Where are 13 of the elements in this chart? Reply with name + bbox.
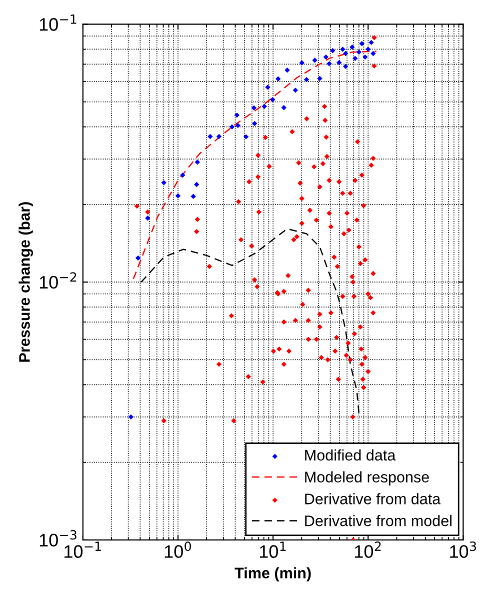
- legend-label: Derivative from model: [305, 515, 452, 526]
- y-tick-label: 10$^{−1}$: [40, 14, 76, 31]
- y-tick-label: 10$^{−2}$: [40, 272, 76, 289]
- x-tick-label: 10$^{0}$: [164, 541, 192, 558]
- x-tick-label: 10$^{2}$: [355, 541, 381, 558]
- x-axis-title: Time (min): [234, 567, 311, 582]
- legend-label: Modeled response: [305, 471, 429, 486]
- x-tick-label: 10$^{3}$: [450, 541, 476, 558]
- y-axis-title: Pressure change (bar): [18, 202, 33, 362]
- legend-label: Modified data: [305, 449, 396, 461]
- x-tick-label: 10$^{−1}$: [64, 542, 101, 558]
- legend-label: Derivative from data: [305, 493, 441, 504]
- x-tick-label: 10$^{1}$: [260, 542, 286, 558]
